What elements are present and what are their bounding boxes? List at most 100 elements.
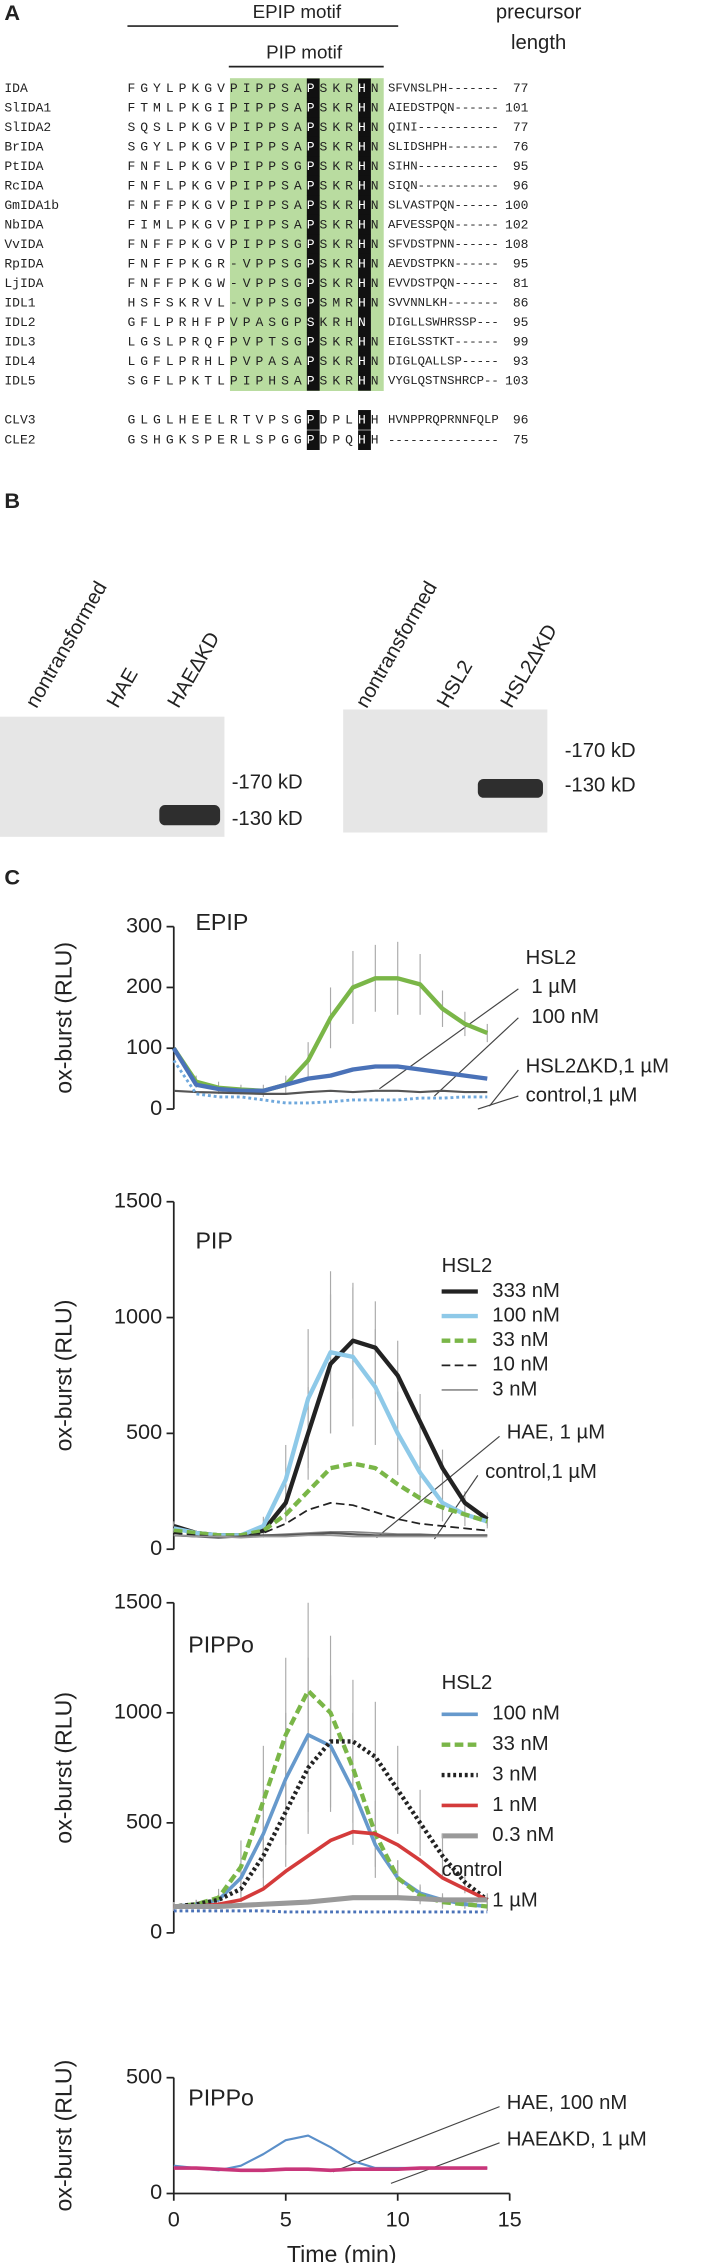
chart-title: PIPPo (188, 2085, 254, 2111)
series-line (173, 1895, 488, 1910)
conserved-residue (306, 293, 320, 313)
sequence: FNFFPKGW-VPPSGPSKRHN (127, 276, 383, 291)
legend-label: 333 nM (492, 1280, 560, 1302)
sequence-name: RpIDA (4, 256, 43, 271)
sequence-tail: SFVDSTPNN------ (388, 238, 499, 252)
annotation: HSL2ΔKD,1 µM (526, 1055, 669, 1077)
conserved-residue (306, 273, 320, 294)
sequence-tail: SFVNSLPH------- (388, 82, 499, 96)
y-tick-label: 1500 (114, 1589, 162, 1614)
sequence-tail: QINI----------- (388, 121, 499, 135)
sequence: FNFFPKGVPIPPSGPSKRHN (127, 237, 383, 252)
leader-line (376, 1435, 500, 1539)
sequence: SGYLPKGVPIPPSAPSKRHN (127, 139, 383, 154)
y-tick-label: 0 (150, 1535, 162, 1560)
sequence-name: SlIDA2 (4, 120, 51, 135)
sequence-name: IDA (4, 81, 28, 96)
sequence-tail: SLIDSHPH------- (388, 140, 499, 154)
conserved-residue (358, 234, 371, 255)
conserved-residue (358, 332, 371, 352)
sequence: GLGLHEELRTVPSGPDPLHH (127, 412, 383, 427)
conserved-residue (358, 78, 371, 99)
legend-title: HSL2 (442, 1255, 493, 1277)
sequence-name: SlIDA1 (4, 100, 51, 115)
sequence-name: CLE2 (4, 433, 35, 448)
precursor-length: 77 (513, 81, 529, 96)
motif-label: PIP motif (266, 42, 343, 63)
lane-label: HAEΔKD (164, 629, 225, 712)
conserved-residue (306, 195, 320, 216)
annotation: HAE, 100 nM (507, 2092, 627, 2114)
sequence-name: LjIDA (4, 276, 43, 291)
sequence: SQSLPKGVPIPPSAPSKRHN (127, 120, 383, 135)
series-line (172, 1059, 488, 1105)
sequence-tail: AIEDSTPQN------ (388, 101, 499, 115)
conserved-residue (306, 175, 320, 196)
size-marker: -130 kD (232, 808, 303, 830)
y-tick-label: 500 (126, 1809, 162, 1834)
precursor-length: 96 (513, 412, 529, 427)
y-tick-label: 0 (150, 1095, 162, 1120)
precursor-length: 99 (513, 334, 529, 349)
series-line (173, 1909, 488, 1914)
sequence: FIMLPKGVPIPPSAPSKRHN (127, 217, 383, 232)
size-marker: -130 kD (565, 775, 636, 797)
sequence: FNFFPKGR-VPPSGPSKRHN (127, 256, 383, 271)
conserved-residue (358, 214, 371, 235)
sequence-name: IDL4 (4, 354, 35, 369)
sequence-tail: SIHN----------- (388, 160, 499, 174)
sequence-name: GmIDA1b (4, 198, 59, 213)
y-tick-label: 200 (126, 973, 162, 998)
sequence-tail: VYGLQSTNSHRCP-- (388, 374, 499, 388)
precursor-length: 76 (513, 139, 529, 154)
legend-label: 100 nM (492, 1703, 560, 1725)
annotation: 100 nM (531, 1006, 599, 1028)
precursor-length: 101 (505, 100, 529, 115)
conserved-residue (306, 332, 320, 352)
sequence-name: PtIDA (4, 159, 43, 174)
legend-label: 3 nM (492, 1378, 537, 1400)
x-tick-label: 15 (498, 2207, 522, 2232)
size-marker: -170 kD (232, 772, 303, 794)
blot-band (159, 805, 221, 826)
conserved-residue (358, 117, 371, 138)
legend-label: 1 nM (492, 1794, 537, 1816)
precursor-length: 95 (513, 256, 529, 271)
leader-line (433, 1017, 519, 1097)
y-tick-label: 1000 (114, 1699, 162, 1724)
conserved-residue (358, 410, 371, 430)
panel-label: A (4, 0, 20, 25)
y-tick-label: 100 (126, 1034, 162, 1059)
leader-line (332, 2106, 500, 2173)
conserved-residue (358, 156, 371, 177)
series-line (173, 1534, 488, 1539)
lane-label: nontransformed (352, 578, 442, 712)
precursor-length: 102 (505, 217, 528, 232)
sequence-name: IDL5 (4, 373, 35, 388)
sequence-name: IDL2 (4, 315, 35, 330)
legend-label: 1 µM (492, 1889, 537, 1911)
sequence-tail: DIGLLSWHRSSP--- (388, 316, 499, 330)
precursor-length: 86 (513, 295, 529, 310)
conserved-residue (306, 371, 320, 391)
sequence-tail: SLVASTPQN------ (388, 199, 499, 213)
sequence-tail: EIGLSSTKT------ (388, 335, 499, 349)
sequence-name: CLV3 (4, 412, 35, 427)
conserved-residue (306, 410, 320, 430)
sequence-name: RcIDA (4, 178, 43, 193)
x-axis-label: Time (min) (287, 2241, 397, 2263)
y-tick-label: 0 (150, 1919, 162, 1944)
series-line (173, 1461, 488, 1538)
precursor-length: 95 (513, 159, 529, 174)
x-tick-label: 10 (386, 2207, 410, 2232)
size-marker: -170 kD (565, 740, 636, 762)
sequence: FTMLPKGIPIPPSAPSKRHN (127, 100, 383, 115)
leader-line (477, 1095, 519, 1110)
y-tick-label: 500 (126, 1419, 162, 1444)
leader-line (433, 1475, 479, 1540)
precursor-length: 75 (513, 433, 529, 448)
sequence: FNFLPKGVPIPPSAPSKRHN (127, 178, 383, 193)
y-axis-label: ox-burst (RLU) (50, 1692, 76, 1844)
chart-title: PIP (195, 1227, 232, 1253)
conserved-residue (358, 293, 371, 313)
